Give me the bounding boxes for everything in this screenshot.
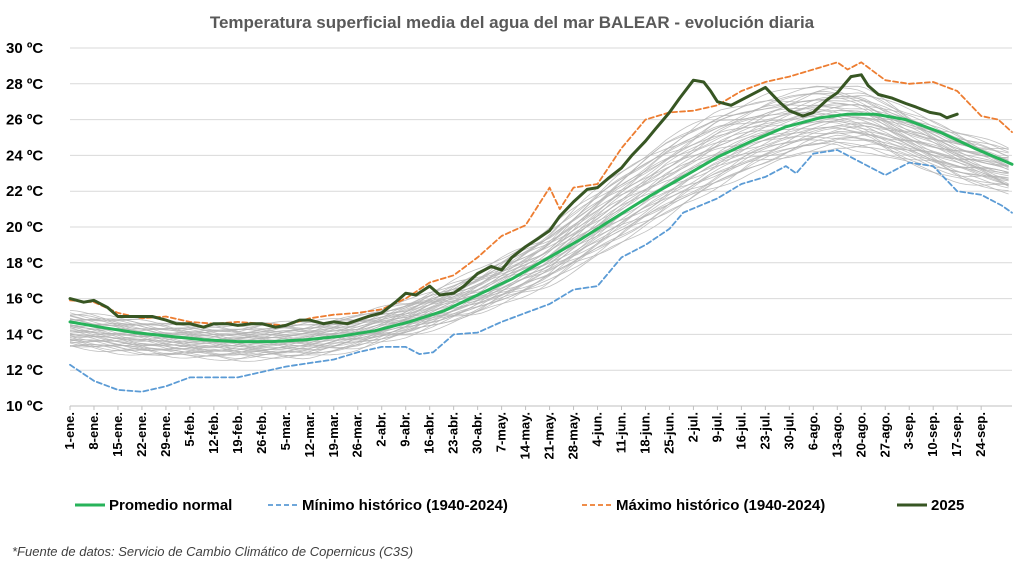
x-tick-label: 15-ene. [110, 412, 125, 457]
x-tick-label: 4-jun. [590, 412, 605, 447]
historical-year-line [69, 122, 1009, 349]
y-tick-label: 16 ºC [6, 291, 43, 308]
x-tick-label: 19-mar. [326, 412, 341, 458]
historical-year-line [69, 141, 1009, 359]
x-tick-label: 8-ene. [86, 412, 101, 450]
historical-year-line [69, 99, 1009, 337]
source-note: *Fuente de datos: Servicio de Cambio Cli… [12, 544, 413, 559]
x-tick-label: 21-may. [542, 412, 557, 459]
series-lines [68, 61, 1014, 393]
x-tick-label: 26-mar. [350, 412, 365, 458]
x-tick-label: 9-jul. [709, 412, 724, 442]
x-tick-label: 18-jun. [637, 412, 652, 454]
historical-year-line [69, 139, 1009, 359]
legend-label: Promedio normal [109, 497, 232, 514]
x-tick-label: 24-sep. [973, 412, 988, 457]
series-line-m-nimo-hist-rico-1940-2024 [69, 149, 1013, 393]
x-tick-label: 14-may. [518, 412, 533, 459]
x-tick-label: 26-feb. [254, 412, 269, 454]
historical-year-line [69, 134, 1009, 355]
x-tick-label: 19-feb. [230, 412, 245, 454]
x-tick-label: 10-sep. [925, 412, 940, 457]
series-line-2025 [68, 73, 959, 329]
x-tick-label: 29-ene. [158, 412, 173, 457]
historical-year-line [69, 131, 1009, 353]
y-tick-label: 18 ºC [6, 255, 43, 272]
y-tick-label: 20 ºC [6, 219, 43, 236]
x-tick-label: 23-abr. [446, 412, 461, 454]
y-tick-label: 30 ºC [6, 40, 43, 57]
x-tick-label: 25-jun. [661, 412, 676, 454]
x-tick-label: 17-sep. [949, 412, 964, 457]
series-line-m-ximo-hist-rico-1940-2024 [69, 61, 1013, 327]
x-tick-label: 5-mar. [278, 412, 293, 450]
y-tick-label: 22 ºC [6, 183, 43, 200]
legend-label: 2025 [931, 497, 964, 514]
y-tick-label: 10 ºC [6, 398, 43, 415]
y-tick-label: 24 ºC [6, 147, 43, 164]
x-tick-label: 13-ago. [829, 412, 844, 458]
x-tick-label: 12-feb. [206, 412, 221, 454]
grid-lines [70, 47, 1012, 371]
legend-label: Máximo histórico (1940-2024) [616, 497, 825, 514]
x-tick-label: 30-jul. [781, 412, 796, 450]
y-tick-label: 12 ºC [6, 362, 43, 379]
x-tick-label: 1-ene. [62, 412, 77, 450]
chart-title: Temperatura superficial media del agua d… [210, 13, 815, 32]
x-tick-label: 7-may. [494, 412, 509, 452]
legend: Promedio normal Mínimo histórico (1940-20… [75, 497, 964, 514]
historical-year-line [69, 121, 1009, 350]
x-tick-label: 27-ago. [877, 412, 892, 458]
legend-label: Mínimo histórico (1940-2024) [302, 497, 508, 514]
historical-years-band [69, 85, 1009, 362]
series-line-promedio-normal [68, 112, 1014, 344]
historical-year-line [69, 143, 1009, 361]
y-tick-label: 26 ºC [6, 112, 43, 129]
historical-year-line [69, 108, 1009, 341]
y-tick-label: 28 ºC [6, 76, 43, 93]
x-tick-label: 9-abr. [398, 412, 413, 447]
x-tick-label: 23-jul. [757, 412, 772, 450]
y-axis-tick-labels: 10 ºC 12 ºC 14 ºC 16 ºC 18 ºC 20 ºC 22 ºC 24 ºC… [6, 40, 43, 415]
historical-year-line [69, 93, 1009, 333]
historical-year-line [69, 105, 1009, 341]
historical-year-line [69, 135, 1009, 356]
x-tick-label: 28-may. [566, 412, 581, 459]
x-tick-label: 2-jul. [685, 412, 700, 442]
x-tick-label: 2-abr. [374, 412, 389, 447]
y-tick-label: 14 ºC [6, 326, 43, 343]
x-tick-label: 6-ago. [805, 412, 820, 450]
x-tick-label: 20-ago. [853, 412, 868, 458]
x-axis-tick-labels: 1-ene. 8-ene. 15-ene. 22-ene. 29-ene. 5-feb. 1… [62, 406, 988, 459]
x-tick-label: 12-mar. [302, 412, 317, 458]
historical-year-line [69, 116, 1009, 347]
x-tick-label: 22-ene. [134, 412, 149, 457]
x-tick-label: 16-jul. [733, 412, 748, 450]
x-tick-label: 16-abr. [422, 412, 437, 454]
x-tick-label: 5-feb. [182, 412, 197, 447]
x-tick-label: 30-abr. [470, 412, 485, 454]
x-tick-label: 11-jun. [613, 412, 628, 453]
x-tick-label: 3-sep. [901, 412, 916, 450]
